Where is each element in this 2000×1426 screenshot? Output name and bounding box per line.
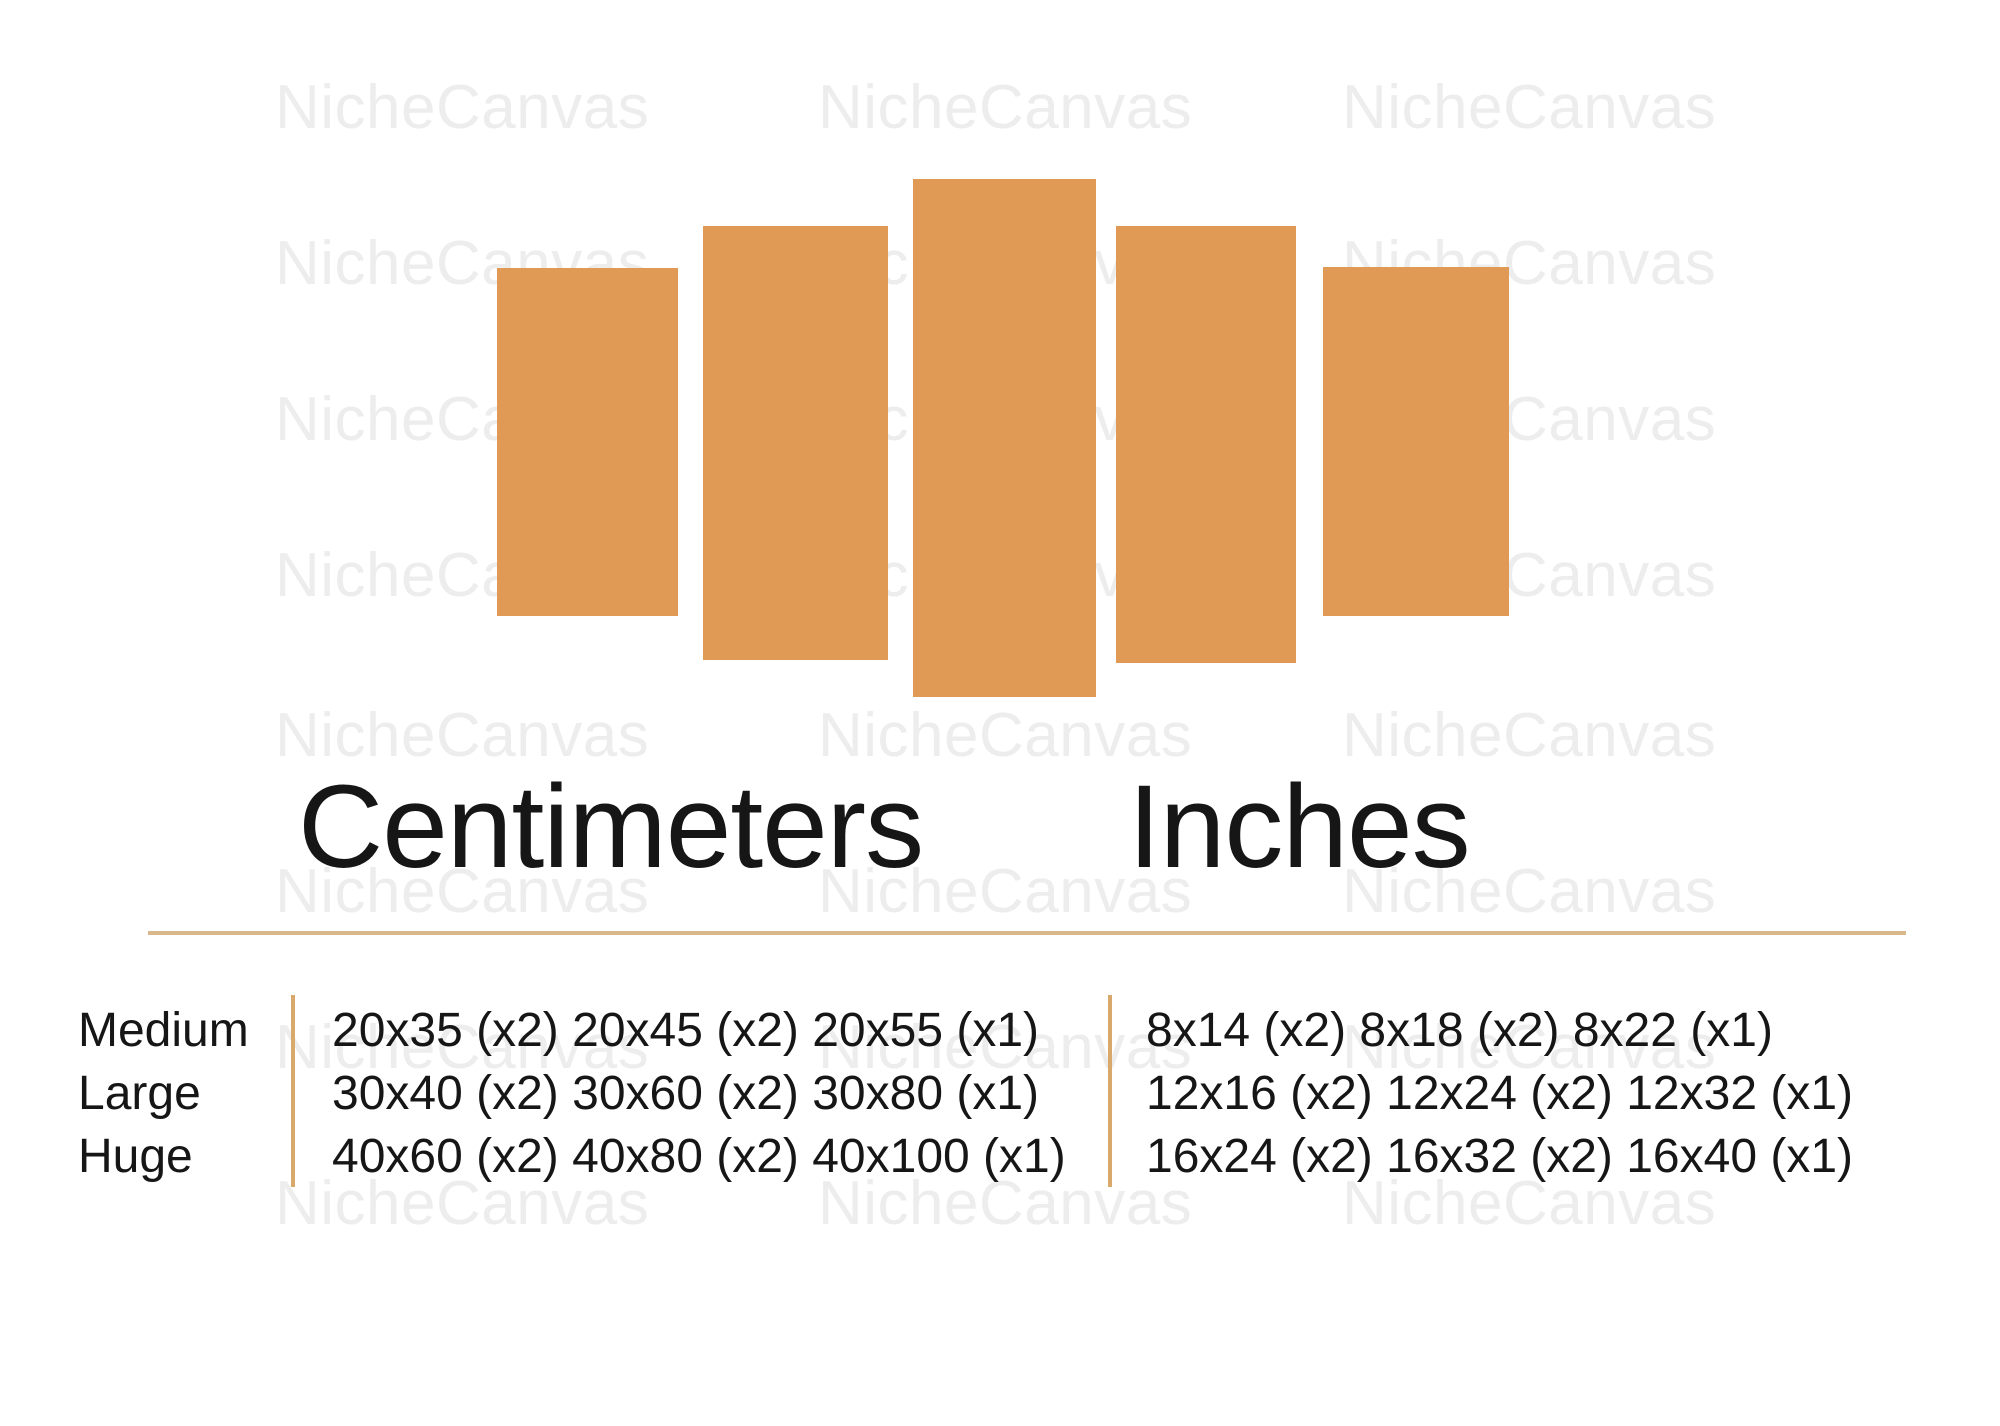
- size-label: Large: [78, 1067, 201, 1120]
- watermark-text: NicheCanvas: [1342, 73, 1717, 142]
- watermark-text: NicheCanvas: [818, 701, 1193, 770]
- size-row-huge: Huge 40x60 (x2) 40x80 (x2) 40x100 (x1) 16x…: [0, 1125, 2000, 1188]
- size-label: Huge: [78, 1130, 193, 1183]
- vertical-divider-units: [1108, 995, 1112, 1187]
- cm-sizes: 30x40 (x2) 30x60 (x2) 30x80 (x1): [332, 1067, 1040, 1120]
- size-table: Medium 20x35 (x2) 20x45 (x2) 20x55 (x1) 8x…: [0, 999, 2000, 1188]
- watermark-text: NicheCanvas: [1342, 1169, 1717, 1238]
- watermark-text: NicheCanvas: [818, 1013, 1193, 1082]
- inch-sizes: 8x14 (x2) 8x18 (x2) 8x22 (x1): [1146, 1004, 1773, 1057]
- inch-sizes: 16x24 (x2) 16x32 (x2) 16x40 (x1): [1146, 1130, 1854, 1183]
- cm-sizes: 20x35 (x2) 20x45 (x2) 20x55 (x1): [332, 1004, 1040, 1057]
- watermark-text: NicheCanvas: [275, 857, 650, 926]
- watermark-text: NicheCanvas: [818, 857, 1193, 926]
- watermark-text: NicheCanvas: [1342, 1013, 1717, 1082]
- horizontal-divider: [148, 931, 1906, 935]
- inches-heading: Inches: [1128, 761, 1471, 893]
- inch-sizes: 12x16 (x2) 12x24 (x2) 12x32 (x1): [1146, 1067, 1854, 1120]
- watermark-text: NicheCanvas: [818, 1169, 1193, 1238]
- canvas-panel-4: [1116, 226, 1296, 663]
- watermark-text: NicheCanvas: [275, 701, 650, 770]
- watermark-text: NicheCanvas: [275, 73, 650, 142]
- canvas-panel-5: [1323, 267, 1509, 616]
- canvas-panel-2: [703, 226, 888, 660]
- watermark-text: NicheCanvas: [275, 1013, 650, 1082]
- centimeters-heading: Centimeters: [298, 761, 924, 893]
- watermark-text: NicheCanvas: [1342, 857, 1717, 926]
- watermark-text: NicheCanvas: [818, 73, 1193, 142]
- canvas-panel-3: [913, 179, 1096, 697]
- cm-sizes: 40x60 (x2) 40x80 (x2) 40x100 (x1): [332, 1130, 1066, 1183]
- vertical-divider-labels: [291, 995, 295, 1187]
- size-row-large: Large 30x40 (x2) 30x60 (x2) 30x80 (x1) 12x…: [0, 1062, 2000, 1125]
- watermark-text: NicheCanvas: [1342, 701, 1717, 770]
- size-label: Medium: [78, 1004, 249, 1057]
- size-row-medium: Medium 20x35 (x2) 20x45 (x2) 20x55 (x1) 8x…: [0, 999, 2000, 1062]
- canvas-panel-1: [497, 268, 678, 616]
- watermark-text: NicheCanvas: [275, 1169, 650, 1238]
